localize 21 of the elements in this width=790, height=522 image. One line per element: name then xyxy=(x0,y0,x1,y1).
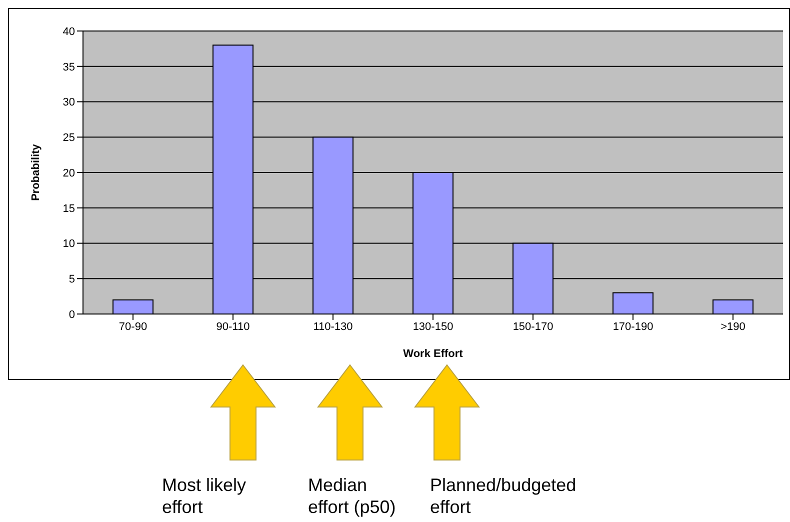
y-tick-label: 0 xyxy=(68,308,75,321)
y-tick-label: 30 xyxy=(62,96,75,109)
x-tick-label: 90-110 xyxy=(216,320,250,333)
y-axis-title: Probability xyxy=(30,143,42,201)
y-tick-label: 15 xyxy=(62,202,75,215)
x-tick-label: 110-130 xyxy=(313,320,353,333)
y-tick-label: 25 xyxy=(62,132,75,144)
y-tick-label: 5 xyxy=(68,274,75,286)
text: Most likely effort xyxy=(162,474,248,518)
x-tick-label: 130-150 xyxy=(412,320,454,333)
y-tick-label: 40 xyxy=(62,26,75,38)
x-tick-label: 150-170 xyxy=(512,320,554,333)
x-tick-label: 170-190 xyxy=(612,320,654,333)
y-tick-label: 35 xyxy=(62,61,75,74)
y-tick-label: 20 xyxy=(62,167,75,180)
text: Planned/budgeted effort xyxy=(430,474,578,518)
y-tick-label: 10 xyxy=(62,238,75,250)
x-axis-title: Work Effort xyxy=(403,348,464,360)
x-tick-label: >190 xyxy=(720,320,746,333)
x-tick-label: 70-90 xyxy=(118,320,148,333)
text: Median effort (p50) xyxy=(308,474,397,518)
